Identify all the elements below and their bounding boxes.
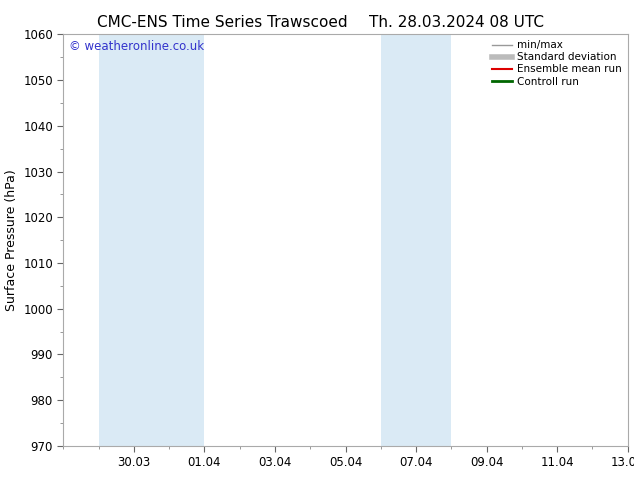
Bar <box>99 34 204 446</box>
Bar <box>381 34 451 446</box>
Y-axis label: Surface Pressure (hPa): Surface Pressure (hPa) <box>4 169 18 311</box>
Text: CMC-ENS Time Series Trawscoed: CMC-ENS Time Series Trawscoed <box>96 15 347 30</box>
Text: © weatheronline.co.uk: © weatheronline.co.uk <box>69 41 204 53</box>
Text: Th. 28.03.2024 08 UTC: Th. 28.03.2024 08 UTC <box>369 15 544 30</box>
Legend: min/max, Standard deviation, Ensemble mean run, Controll run: min/max, Standard deviation, Ensemble me… <box>491 40 621 87</box>
